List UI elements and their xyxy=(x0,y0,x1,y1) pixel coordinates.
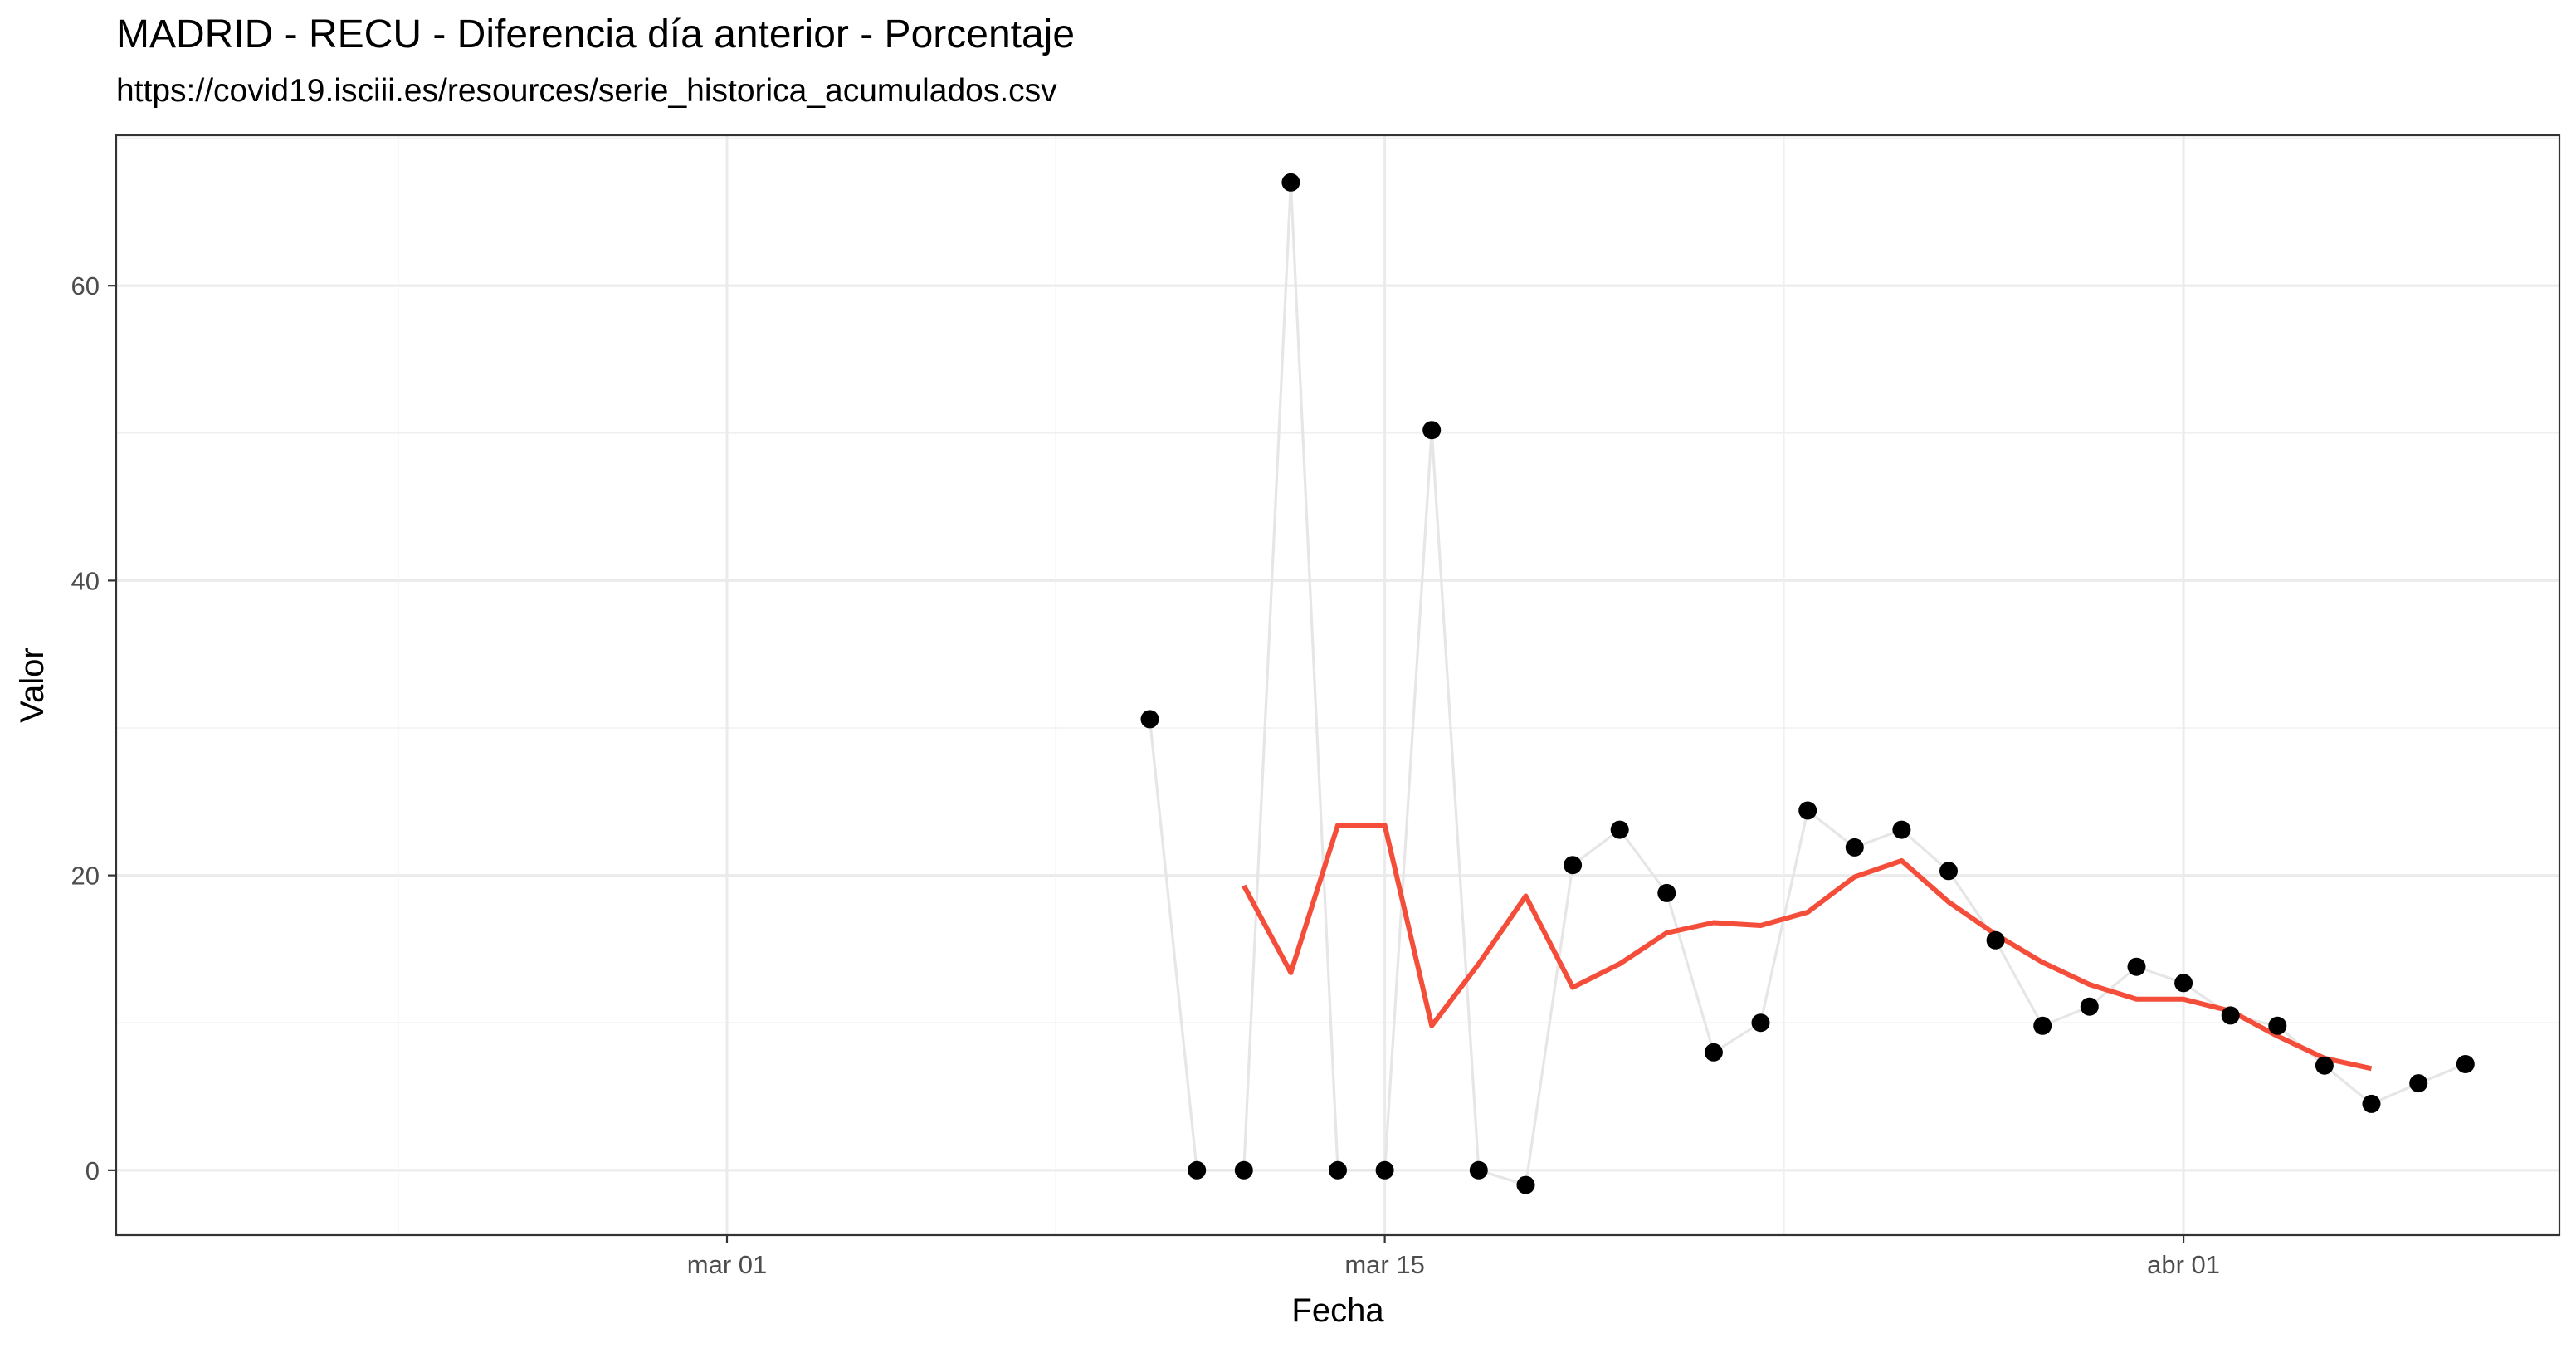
y-tick-label: 0 xyxy=(85,1156,100,1185)
series-0-point xyxy=(2080,997,2099,1016)
series-0-point xyxy=(2221,1006,2240,1025)
chart-subtitle: https://covid19.isciii.es/resources/seri… xyxy=(116,73,1057,109)
chart-title: MADRID - RECU - Diferencia día anterior … xyxy=(116,12,1076,56)
series-0-point xyxy=(2315,1056,2334,1075)
series-0-point xyxy=(1892,820,1911,839)
series-0-point xyxy=(1516,1175,1535,1194)
series-0-point xyxy=(1281,173,1300,192)
panel-border xyxy=(115,134,2561,1237)
axis-layer: 0 20 40 60 mar 01 mar 15 abr 01 xyxy=(71,271,2221,1279)
series-0-point xyxy=(2456,1055,2475,1073)
y-tick-label: 20 xyxy=(71,862,100,891)
series-0-point xyxy=(1375,1160,1394,1180)
series-0-point xyxy=(1751,1013,1770,1033)
series-0-point xyxy=(2362,1094,2381,1113)
x-axis-title: Fecha xyxy=(1291,1292,1384,1329)
grid-layer xyxy=(116,135,2559,1235)
x-tick-label: mar 01 xyxy=(687,1250,767,1279)
series-0-point xyxy=(2174,974,2193,993)
panel-background xyxy=(116,135,2559,1235)
series-0-point xyxy=(1140,710,1159,729)
series-1-line xyxy=(1242,823,2373,1072)
y-axis-title: Valor xyxy=(14,647,51,722)
series-0-point xyxy=(1845,838,1864,857)
series-0-point xyxy=(1939,862,1958,881)
series-layer xyxy=(1140,173,2475,1194)
series-0-point xyxy=(1469,1160,1488,1180)
series-0-point xyxy=(1422,421,1442,440)
series-0-point xyxy=(1234,1160,1253,1180)
x-tick-label: mar 15 xyxy=(1344,1250,1424,1279)
x-tick-label: abr 01 xyxy=(2147,1250,2220,1279)
series-0-point xyxy=(2268,1016,2287,1035)
y-tick-label: 60 xyxy=(71,271,100,300)
y-tick-label: 40 xyxy=(71,566,100,595)
series-0-point xyxy=(1188,1160,1207,1180)
series-0-point xyxy=(2409,1074,2428,1093)
series-0-point xyxy=(1564,856,1583,875)
series-0-point xyxy=(1704,1043,1723,1062)
series-0-point xyxy=(1986,930,2005,950)
series-0-point xyxy=(2127,957,2146,976)
series-0-point xyxy=(2033,1016,2052,1035)
series-0-point xyxy=(1657,883,1676,902)
series-0-point xyxy=(1798,801,1817,820)
series-0-point xyxy=(1329,1160,1347,1180)
series-0-point xyxy=(1610,820,1629,839)
